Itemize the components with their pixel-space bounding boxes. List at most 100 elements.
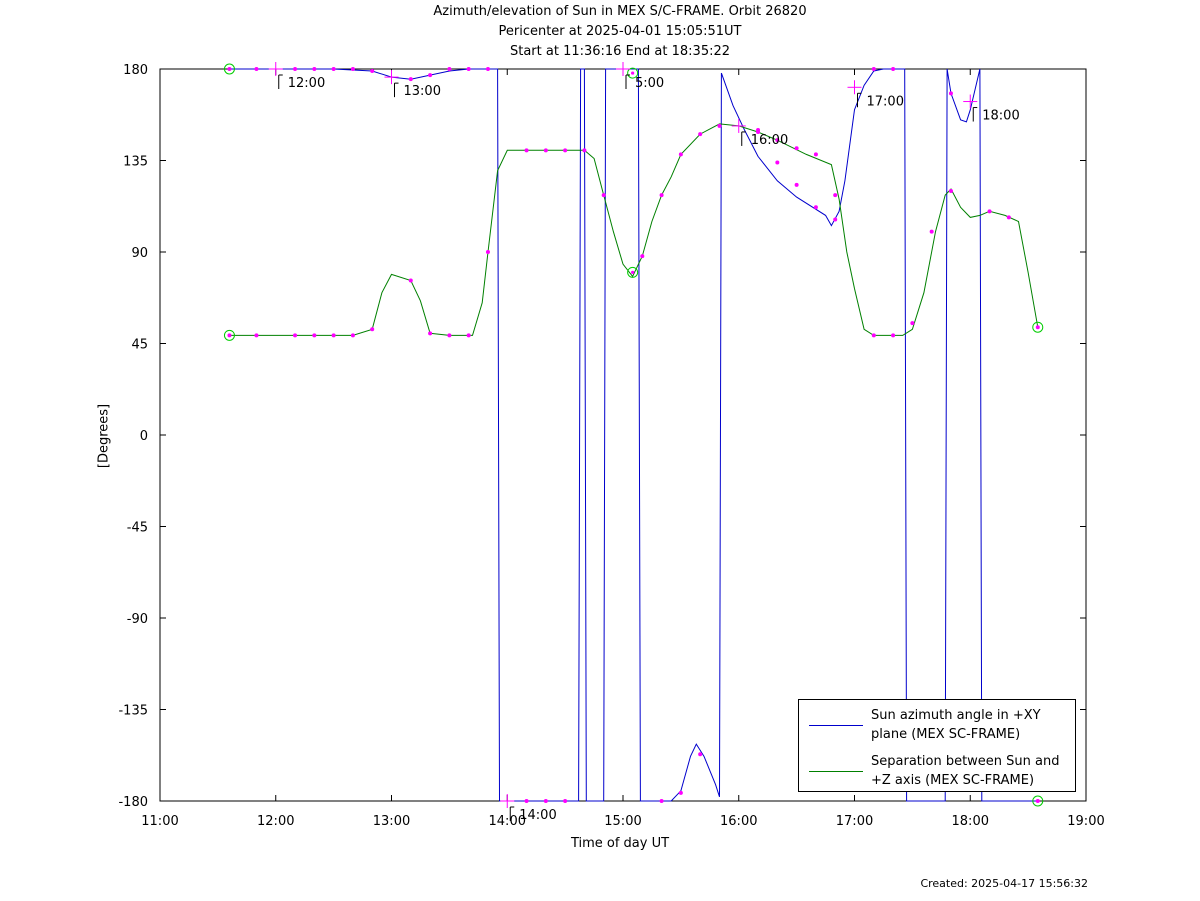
data-point-azimuth	[331, 67, 336, 71]
data-point-separation	[524, 148, 529, 153]
endpoint-marker	[1032, 795, 1044, 807]
created-timestamp: Created: 2025-04-17 15:56:32	[920, 877, 1088, 890]
data-point-azimuth	[254, 67, 259, 71]
series-line-separation	[229, 123, 1039, 336]
data-point-azimuth	[678, 790, 683, 795]
data-point-azimuth	[775, 160, 780, 165]
x-tick-label: 17:00	[836, 814, 873, 829]
data-point-azimuth	[524, 799, 529, 803]
y-axis-label: [Degrees]	[96, 403, 112, 469]
series-line-azimuth	[229, 68, 1038, 802]
legend-item-separation: Separation between Sun and +Z axis (MEX …	[809, 752, 1061, 790]
data-point-separation	[447, 333, 452, 338]
hour-marker-label: 13:00	[404, 84, 441, 99]
y-tick-label: 90	[131, 246, 148, 261]
endpoint-dot	[227, 333, 232, 337]
data-point-separation	[698, 132, 703, 137]
y-tick-label: -90	[127, 612, 148, 627]
data-point-separation	[775, 138, 780, 143]
endpoint-dot	[1036, 799, 1040, 803]
hour-marker-label: 14:00	[519, 808, 556, 823]
legend-item-azimuth: Sun azimuth angle in +XY plane (MEX SC-F…	[809, 706, 1061, 744]
data-point-azimuth	[698, 752, 703, 757]
data-point-azimuth	[428, 73, 433, 78]
data-point-separation	[813, 152, 818, 157]
hour-marker-label: 12:00	[288, 76, 325, 91]
endpoint-dot	[1036, 325, 1040, 329]
data-point-separation	[1006, 215, 1011, 220]
y-tick-label: 0	[140, 429, 148, 444]
data-point-azimuth	[350, 67, 355, 71]
data-point-separation	[640, 254, 645, 259]
data-point-separation	[408, 278, 413, 283]
data-point-separation	[987, 209, 992, 214]
y-tick-label: -180	[118, 795, 148, 810]
legend-label-azimuth: Sun azimuth angle in +XY plane (MEX SC-F…	[871, 708, 1041, 742]
data-point-azimuth	[543, 799, 548, 803]
x-tick-label: 19:00	[1067, 814, 1104, 829]
endpoint-marker	[627, 266, 639, 278]
data-point-separation	[466, 333, 471, 338]
data-point-azimuth	[813, 205, 818, 210]
data-point-azimuth	[948, 91, 953, 96]
data-point-separation	[929, 229, 934, 234]
legend-swatch-azimuth	[809, 724, 863, 726]
data-point-azimuth	[485, 67, 490, 71]
data-point-separation	[717, 123, 722, 128]
data-point-separation	[794, 146, 799, 151]
data-point-separation	[428, 331, 433, 336]
data-point-azimuth	[408, 77, 413, 82]
legend-swatch-separation	[809, 770, 863, 772]
x-axis-label: Time of day UT	[570, 836, 670, 851]
data-point-separation	[756, 130, 761, 135]
data-point-azimuth	[370, 69, 375, 74]
data-point-azimuth	[871, 67, 876, 71]
data-point-azimuth	[659, 799, 664, 803]
x-tick-label: 14:00	[489, 814, 526, 829]
data-point-azimuth	[833, 217, 838, 222]
endpoint-dot	[227, 67, 232, 71]
data-point-azimuth	[293, 67, 298, 71]
data-point-separation	[254, 333, 259, 338]
data-point-separation	[678, 152, 683, 157]
hour-marker-label: 16:00	[751, 133, 788, 148]
data-point-separation	[485, 250, 490, 254]
hour-marker-label: 17:00	[867, 94, 904, 109]
data-point-separation	[833, 193, 838, 198]
data-point-azimuth	[466, 67, 471, 71]
chart-title: Azimuth/elevation of Sun in MEX S/C-FRAM…	[433, 4, 807, 19]
x-tick-label: 11:00	[141, 814, 178, 829]
data-point-separation	[582, 148, 587, 153]
data-point-separation	[659, 193, 664, 198]
data-point-azimuth	[312, 67, 317, 71]
x-tick-label: 18:00	[952, 814, 989, 829]
data-point-separation	[891, 333, 896, 338]
legend-label-separation: Separation between Sun and +Z axis (MEX …	[871, 754, 1060, 788]
endpoint-dot	[631, 71, 635, 75]
chart-subtitle-start-end: Start at 11:36:16 End at 18:35:22	[509, 44, 731, 59]
data-point-separation	[350, 333, 355, 338]
y-tick-label: -45	[127, 521, 148, 536]
data-point-separation	[543, 148, 548, 153]
endpoint-dot	[631, 270, 635, 274]
y-tick-label: 135	[123, 155, 148, 170]
data-point-azimuth	[794, 182, 799, 187]
y-tick-label: 45	[131, 338, 148, 353]
x-tick-label: 13:00	[373, 814, 410, 829]
data-point-separation	[293, 333, 298, 338]
data-point-separation	[370, 327, 375, 332]
y-tick-label: -135	[118, 704, 148, 719]
data-point-separation	[331, 333, 336, 338]
data-point-separation	[563, 148, 568, 153]
y-tick-label: 180	[123, 63, 148, 78]
x-tick-label: 12:00	[257, 814, 294, 829]
x-tick-label: 16:00	[720, 814, 757, 829]
endpoint-marker	[1032, 321, 1044, 333]
hour-marker-label: 18:00	[982, 109, 1019, 124]
data-point-separation	[910, 321, 915, 326]
chart-subtitle-pericenter: Pericenter at 2025-04-01 15:05:51UT	[498, 24, 742, 39]
data-point-separation	[948, 189, 953, 193]
data-point-azimuth	[563, 799, 568, 803]
endpoint-marker	[223, 63, 235, 75]
